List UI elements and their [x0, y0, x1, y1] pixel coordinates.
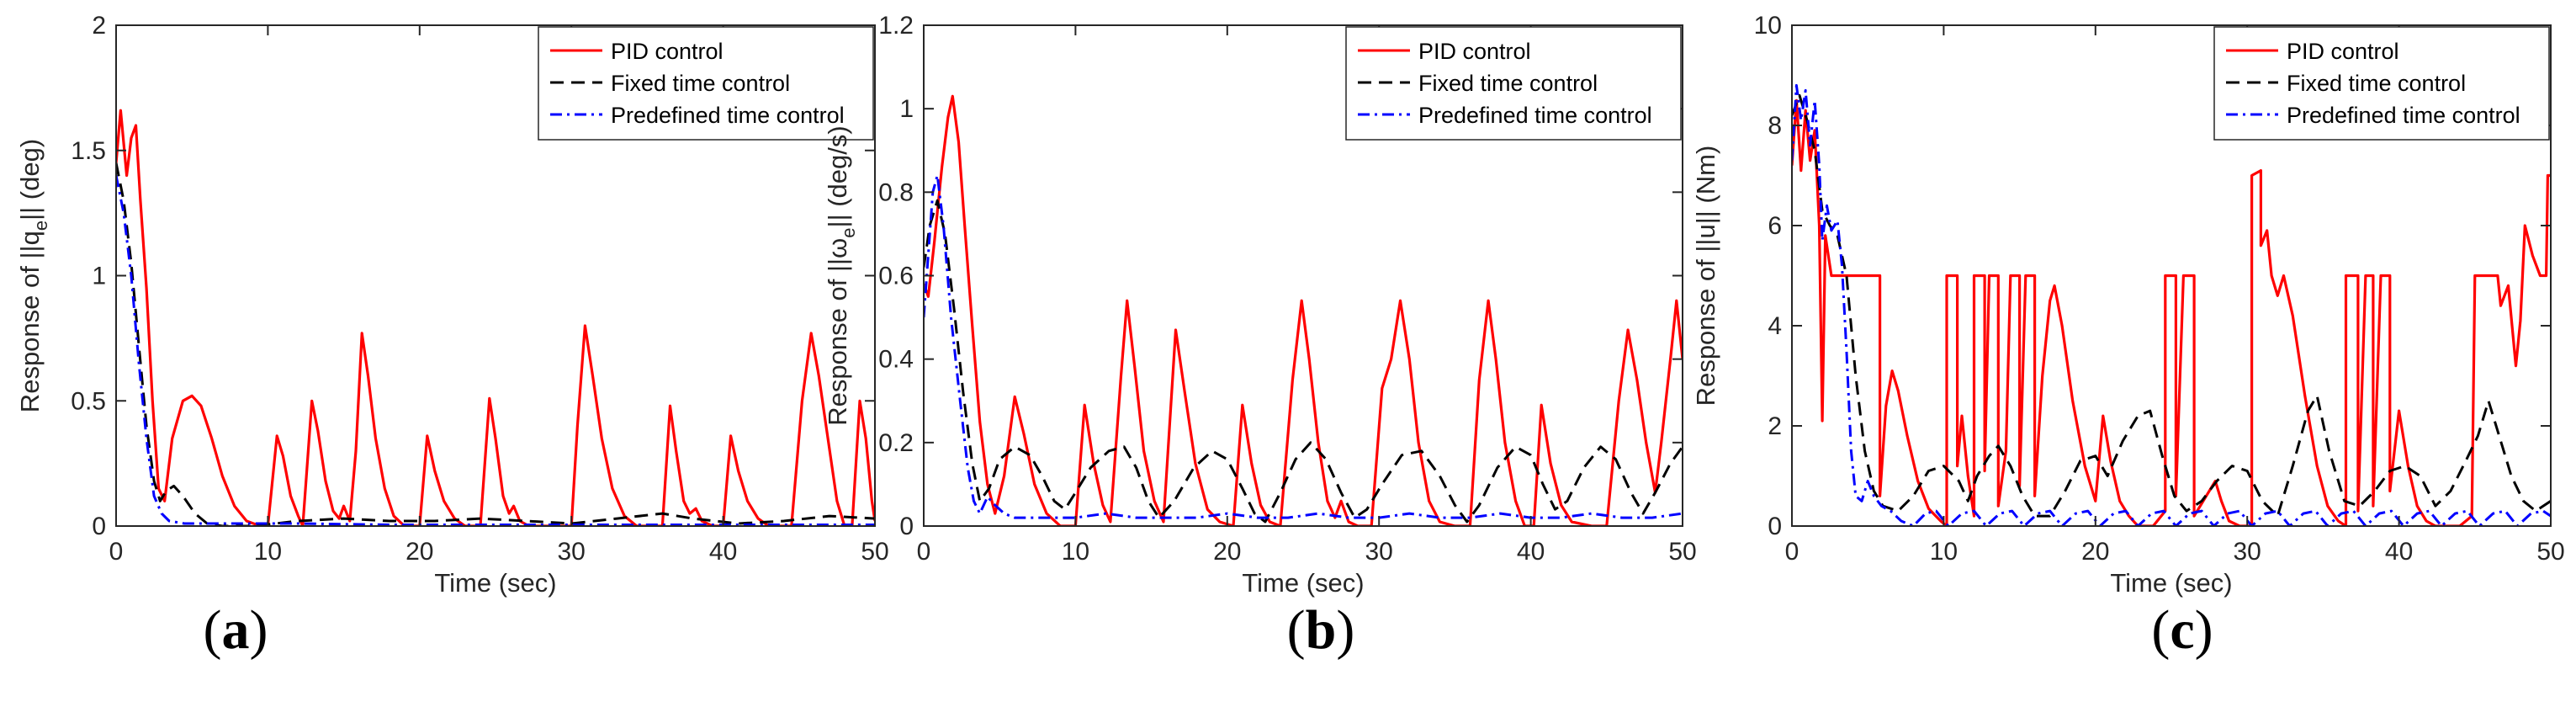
panel-label-close: ): [1336, 599, 1354, 661]
series-line-fixed-time-control: [924, 199, 1683, 524]
series-group: [116, 109, 875, 526]
y-axis-label: Response of ||qe|| (deg): [15, 139, 51, 412]
series-line-pid-control: [924, 94, 1683, 526]
legend-entry: Predefined time control: [1418, 103, 1652, 128]
legend-entry: Predefined time control: [611, 103, 845, 128]
x-tick-label: 40: [2385, 538, 2413, 566]
y-axis-label-suffix: || (deg): [15, 139, 45, 221]
legend: PID control Fixed time control Predefined …: [2213, 26, 2550, 141]
y-axis-label: Response of ||ωe|| (deg/s): [823, 125, 859, 425]
y-tick-label: 0.5: [71, 387, 106, 415]
x-tick-label: 30: [558, 538, 586, 566]
y-tick-label: 0.6: [878, 263, 914, 290]
series-line-fixed-time-control: [1792, 93, 2551, 518]
x-tick-label: 50: [861, 538, 888, 566]
y-tick-label: 1.5: [71, 137, 106, 165]
y-tick-label: 2: [1768, 412, 1782, 440]
x-axis-label: Time (sec): [434, 568, 556, 598]
panel-label-close: ): [250, 599, 268, 661]
panel-label-open: (: [204, 599, 222, 661]
chart-panel-c: 0 10 20 30 40 50 0 2 4 6 8 10 Time (sec) Response of …: [1691, 12, 2565, 661]
x-tick-label: 10: [1930, 538, 1958, 566]
legend-entry: Fixed time control: [2287, 71, 2466, 96]
series-group: [1792, 83, 2551, 526]
x-tick-label: 20: [2081, 538, 2109, 566]
y-tick-label: 0.4: [878, 346, 914, 374]
legend: PID control Fixed time control Predefined …: [538, 26, 874, 141]
legend-entry: PID control: [611, 39, 724, 64]
series-group: [924, 94, 1683, 526]
x-tick-label: 50: [1668, 538, 1696, 566]
axes-box: [1791, 24, 2552, 527]
y-axis-label-subscript: e: [838, 227, 859, 237]
y-tick-label: 8: [1768, 112, 1782, 140]
x-axis-label: Time (sec): [1242, 568, 1364, 598]
y-axis-label-prefix: Response of ||u: [1691, 224, 1720, 406]
legend-entry: PID control: [1418, 39, 1531, 64]
legend-entry: Fixed time control: [1418, 71, 1598, 96]
series-line-pid-control: [116, 109, 875, 526]
y-tick-label: 0: [92, 513, 106, 540]
legend-entry: Predefined time control: [2287, 103, 2520, 128]
x-tick-label: 30: [1365, 538, 1393, 566]
panel-label-letter: c: [2170, 599, 2194, 661]
y-tick-label: 2: [92, 12, 106, 40]
panel-label-open: (: [2151, 599, 2170, 661]
x-tick-label: 10: [1062, 538, 1089, 566]
legend: PID control Fixed time control Predefined …: [1345, 26, 1682, 141]
chart-panel-b: 0 10 20 30 40 50 0 0.2 0.4 0.6 0.8 1 1.2 Time (sec) Re…: [823, 12, 1697, 661]
legend-entry: Fixed time control: [611, 71, 790, 96]
x-tick-label: 40: [1517, 538, 1545, 566]
y-tick-label: 0.2: [878, 429, 914, 457]
y-axis-label-suffix: || (deg/s): [823, 125, 852, 227]
series-line-fixed-time-control: [116, 162, 875, 526]
x-tick-label: 10: [254, 538, 282, 566]
y-tick-label: 1.2: [878, 12, 914, 40]
y-axis-label-prefix: Response of ||q: [15, 231, 45, 412]
x-tick-label: 20: [405, 538, 433, 566]
series-line-predefined-time-control: [924, 174, 1683, 519]
panel-label-letter: a: [222, 599, 250, 661]
x-tick-label: 0: [1785, 538, 1799, 566]
legend-entry: PID control: [2287, 39, 2399, 64]
y-axis-label-prefix: Response of ||ω: [823, 238, 852, 426]
panel-label-letter: b: [1306, 599, 1337, 661]
x-tick-label: 0: [917, 538, 931, 566]
y-axis-label: Response of ||u|| (Nm): [1691, 146, 1720, 407]
x-tick-label: 20: [1213, 538, 1241, 566]
y-tick-label: 1: [92, 263, 106, 290]
series-line-pid-control: [1792, 98, 2551, 526]
x-axis-label: Time (sec): [2110, 568, 2232, 598]
panel-label: (a): [204, 599, 268, 661]
y-axis-label-suffix: || (Nm): [1691, 146, 1720, 225]
series-line-predefined-time-control: [116, 175, 875, 526]
x-tick-label: 0: [109, 538, 124, 566]
y-tick-label: 0: [899, 513, 914, 540]
y-axis-label-subscript: e: [30, 221, 51, 231]
y-tick-label: 6: [1768, 212, 1782, 240]
panel-label: (c): [2151, 599, 2213, 661]
x-tick-label: 30: [2234, 538, 2261, 566]
panel-label: (b): [1287, 599, 1355, 661]
y-tick-label: 0.8: [878, 178, 914, 206]
panel-label-close: ): [2195, 599, 2213, 661]
y-tick-label: 1: [899, 95, 914, 123]
x-tick-label: 50: [2536, 538, 2564, 566]
chart-panel-a: 0 10 20 30 40 50 0 0.5 1 1.5 2 Time (sec) Response o…: [15, 12, 889, 661]
y-tick-label: 0: [1768, 513, 1782, 540]
y-tick-label: 10: [1754, 12, 1782, 40]
x-tick-label: 40: [709, 538, 737, 566]
panel-label-open: (: [1287, 599, 1306, 661]
y-tick-label: 4: [1768, 312, 1782, 340]
